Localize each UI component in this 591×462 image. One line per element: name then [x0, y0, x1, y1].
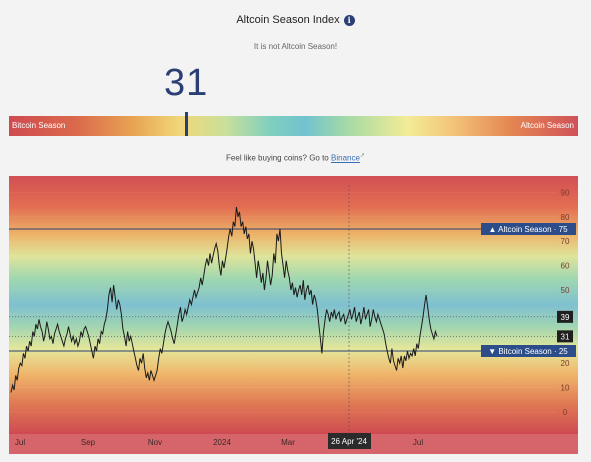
- value-badge-label: 31: [561, 332, 570, 341]
- index-value: 31: [164, 62, 209, 104]
- x-tick-label: Jul: [15, 438, 25, 447]
- value-badges: 39 31: [9, 310, 573, 343]
- y-tick-label: 0: [563, 408, 568, 417]
- binance-link[interactable]: Binance: [331, 153, 360, 163]
- season-gradient-bar: Bitcoin Season Altcoin Season: [9, 116, 578, 136]
- x-axis-band: [9, 432, 578, 454]
- x-tick-label: Sep: [81, 438, 96, 447]
- buy-coins-prompt: Feel like buying coins? Go to Binance↗: [0, 152, 591, 163]
- y-tick-label: 50: [561, 286, 570, 295]
- crosshair-date-bg: [328, 433, 371, 449]
- y-tick-label: 60: [561, 262, 570, 271]
- series-line: [10, 206, 438, 393]
- value-badge: [557, 330, 573, 343]
- crosshair-date-badge: 26 Apr '24: [328, 433, 371, 449]
- x-axis-ticks: Jul Sep Nov 2024 Mar Jul 26 Apr '24: [15, 433, 423, 449]
- index-marker: [185, 112, 188, 136]
- crosshair-date-label: 26 Apr '24: [331, 437, 367, 446]
- buy-prompt-text: Feel like buying coins? Go to: [226, 153, 329, 163]
- x-tick-label: Mar: [281, 438, 295, 447]
- y-tick-label: 10: [561, 384, 570, 393]
- season-status: It is not Altcoin Season!: [253, 42, 338, 51]
- page-title: Altcoin Season Index: [236, 14, 340, 26]
- reference-badge: [481, 223, 576, 235]
- reference-badge-label: ▼ Bitcoin Season · 25: [488, 347, 568, 356]
- x-tick-label: Nov: [148, 438, 162, 447]
- value-badge: [557, 310, 573, 323]
- x-tick-label: 2024: [213, 438, 231, 447]
- y-tick-label: 70: [561, 237, 570, 246]
- x-tick-label: Jul: [413, 438, 423, 447]
- value-badge-label: 39: [561, 313, 570, 322]
- altcoin-season-label: Altcoin Season: [520, 121, 574, 130]
- reference-badge: [481, 345, 576, 357]
- reference-badge-label: ▲ Altcoin Season · 75: [488, 225, 568, 234]
- y-tick-label: 20: [561, 359, 570, 368]
- page-title-row: Altcoin Season Index i: [0, 14, 591, 26]
- y-tick-label: 90: [561, 188, 570, 197]
- info-icon[interactable]: i: [343, 14, 355, 26]
- external-link-icon: ↗: [359, 153, 365, 159]
- chart-background: [9, 176, 578, 434]
- y-tick-label: 80: [561, 213, 570, 222]
- bitcoin-season-label: Bitcoin Season: [12, 121, 66, 130]
